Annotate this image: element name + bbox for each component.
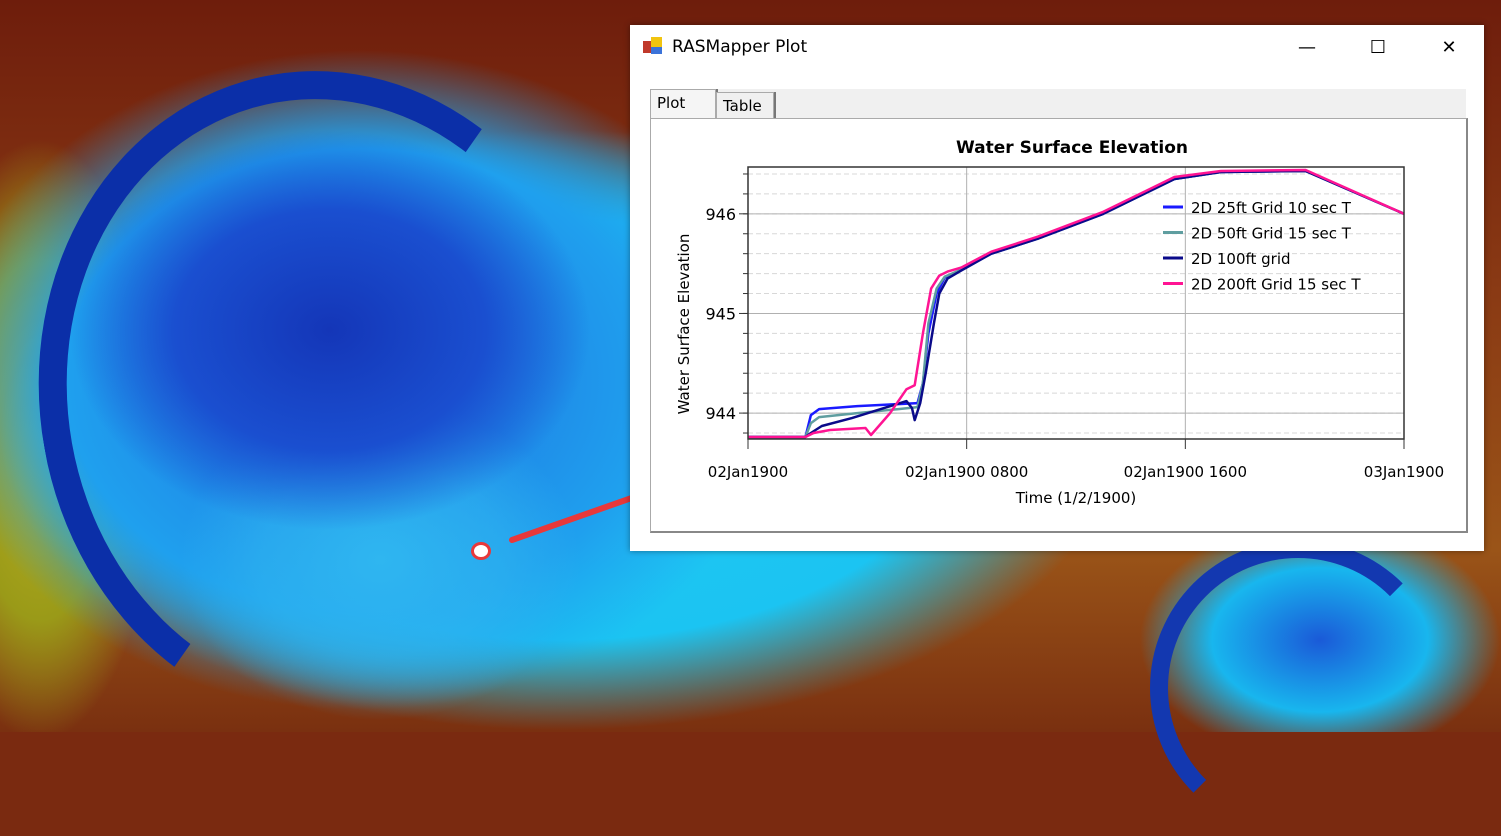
x-tick-label: 02Jan1900 1600 [1124,463,1247,481]
tab-table[interactable]: Table [716,92,774,119]
rasmapper-plot-window: RASMapper Plot — ☐ ✕ Plot Table Water Su… [630,25,1484,551]
tab-strip: Plot Table [650,89,1466,120]
legend-entry: 2D 100ft grid [1191,250,1291,268]
maximize-button[interactable]: ☐ [1369,37,1387,58]
series-line [748,169,1405,439]
y-tick-label: 946 [705,205,736,224]
wse-chart[interactable]: Water Surface Elevation 944 945 946 02Jan19… [651,119,1466,531]
legend-entry: 2D 25ft Grid 10 sec T [1191,199,1352,217]
y-axis-label: Water Surface Elevation [675,234,693,415]
legend-entry: 2D 200ft Grid 15 sec T [1191,276,1361,294]
x-tick-label: 03Jan1900 [1364,463,1444,481]
location-marker[interactable] [471,542,491,560]
window-title: RASMapper Plot [672,37,808,57]
tab-plot[interactable]: Plot [650,89,716,120]
app-icon [643,37,663,55]
x-axis-label: Time (1/2/1900) [1015,489,1137,507]
minimize-button[interactable]: — [1298,37,1316,58]
close-button[interactable]: ✕ [1441,37,1457,58]
x-tick-label: 02Jan1900 0800 [905,463,1028,481]
plot-panel: Water Surface Elevation 944 945 946 02Jan19… [650,118,1468,533]
y-tick-label: 945 [705,304,736,323]
y-tick-label: 944 [705,404,736,423]
chart-title: Water Surface Elevation [956,138,1188,158]
series-line [748,168,1405,439]
title-bar[interactable]: RASMapper Plot — ☐ ✕ [630,25,1484,70]
x-tick-label: 02Jan1900 [708,463,788,481]
plot-frame [747,166,1405,440]
legend-entry: 2D 50ft Grid 15 sec T [1191,225,1352,243]
